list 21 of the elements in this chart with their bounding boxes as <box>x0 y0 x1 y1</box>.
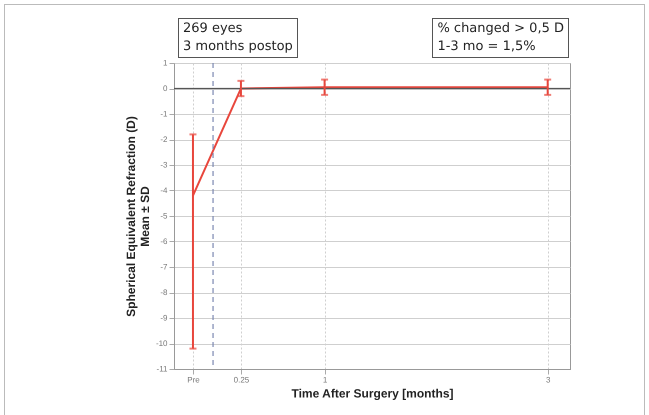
y-tick-label: -4 <box>160 186 168 195</box>
y-tick-label: -7 <box>160 262 168 272</box>
x-tick-label: 3 <box>546 376 551 384</box>
y-tick-label: -11 <box>156 364 168 374</box>
y-tick-label: 1 <box>163 58 168 68</box>
y-tick-label: -6 <box>160 237 168 246</box>
y-tick-label: -2 <box>160 135 168 144</box>
y-tick-label: -1 <box>160 110 168 118</box>
y-tick-label: -9 <box>160 314 168 322</box>
y-tick-label: -3 <box>160 160 168 170</box>
x-axis-title: Time After Surgery [months] <box>291 386 454 400</box>
y-tick-label: 0 <box>163 84 168 93</box>
x-tick-label: Pre <box>187 376 200 384</box>
text: % changed > 0,5 D 1-3 mo = 1,5% <box>432 18 569 58</box>
y-tick-label: -5 <box>160 212 168 220</box>
x-tick-label: 1 <box>322 376 328 384</box>
x-tick-label: 0.25 <box>234 376 250 384</box>
y-axis-title: Spherical Equivalent Refraction (D) Mean ± SD <box>124 116 152 317</box>
y-tick-label: -8 <box>160 288 168 297</box>
y-tick-label: -10 <box>156 339 168 348</box>
text: 269 eyes 3 months postop <box>178 18 298 58</box>
